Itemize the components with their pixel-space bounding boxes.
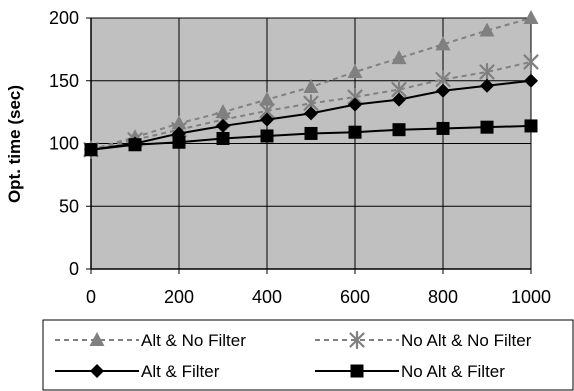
legend-box xyxy=(42,319,574,391)
legend-label: No Alt & Filter xyxy=(401,362,505,381)
data-point xyxy=(348,125,362,139)
legend-marker xyxy=(90,364,104,378)
legend-label: Alt & Filter xyxy=(141,362,220,381)
legend-label: No Alt & No Filter xyxy=(401,331,532,350)
series-group xyxy=(83,10,539,159)
x-tick-label: 600 xyxy=(340,287,370,307)
legend-item-1: Alt & No Filter xyxy=(55,331,246,350)
y-tick-label: 0 xyxy=(69,259,79,279)
data-point xyxy=(392,123,406,137)
data-point xyxy=(523,10,539,24)
y-tick-label: 150 xyxy=(49,71,79,91)
data-point xyxy=(259,91,275,106)
legend-marker xyxy=(89,332,105,346)
data-point xyxy=(304,126,318,140)
x-tick-label: 0 xyxy=(86,287,96,307)
data-point xyxy=(216,118,230,133)
y-tick-labels: 0 50 100 150 200 xyxy=(49,8,79,279)
data-point xyxy=(436,121,450,135)
data-point xyxy=(304,106,318,121)
data-point xyxy=(523,52,539,72)
y-tick-label: 50 xyxy=(59,196,79,216)
data-point xyxy=(347,63,363,78)
data-point xyxy=(84,143,98,157)
legend-item-3: Alt & Filter xyxy=(55,362,220,381)
legend-item-4: No Alt & Filter xyxy=(315,362,505,381)
legend-marker xyxy=(350,364,364,378)
legend-label: Alt & No Filter xyxy=(141,331,246,350)
x-tick-labels: 0 200 400 600 800 1000 xyxy=(86,287,551,307)
legend-marker xyxy=(349,330,365,350)
data-point xyxy=(480,120,494,134)
y-tick-label: 200 xyxy=(49,8,79,28)
data-point xyxy=(392,92,406,107)
data-point xyxy=(172,135,186,149)
y-tick-label: 100 xyxy=(49,134,79,154)
data-point xyxy=(260,129,274,143)
data-point xyxy=(479,62,495,82)
data-point xyxy=(391,50,407,65)
data-point xyxy=(524,73,538,88)
data-point xyxy=(480,78,494,93)
data-point xyxy=(216,131,230,145)
x-tick-label: 400 xyxy=(252,287,282,307)
series-line xyxy=(90,60,532,151)
legend-item-2: No Alt & No Filter xyxy=(315,330,532,350)
data-point xyxy=(524,119,538,133)
data-point xyxy=(303,79,319,94)
series-4 xyxy=(84,119,538,157)
legend: Alt & No Filter No Alt & No Filter Alt & F… xyxy=(55,330,532,381)
x-tick-label: 800 xyxy=(428,287,458,307)
data-point xyxy=(435,36,451,51)
x-tick-label: 1000 xyxy=(511,287,551,307)
y-axis-label: Opt. time (sec) xyxy=(5,85,24,203)
data-point xyxy=(436,83,450,98)
data-point xyxy=(479,22,495,37)
data-point xyxy=(128,138,142,152)
data-point xyxy=(260,112,274,127)
x-tick-label: 200 xyxy=(164,287,194,307)
data-point xyxy=(348,97,362,112)
